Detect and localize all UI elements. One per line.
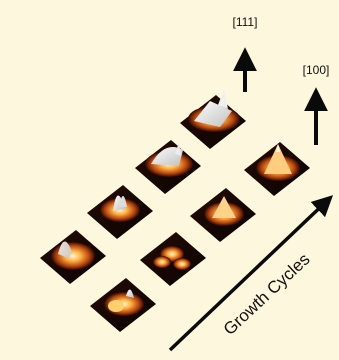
- growth-cycles-arrow-icon: [168, 195, 334, 352]
- dir-100-group: [100]: [303, 63, 330, 145]
- tile-111-3: [135, 140, 201, 194]
- dir-111-label: [111]: [233, 15, 258, 29]
- growth-cycles-group: Growth Cycles: [168, 195, 334, 352]
- tile-111-4: [180, 89, 246, 149]
- dir-111-group: [111]: [233, 15, 258, 92]
- tile-100-2: [140, 232, 206, 286]
- row-100: [90, 142, 310, 332]
- tile-111-1: [40, 230, 106, 284]
- tile-100-1: [90, 278, 156, 332]
- tile-111-2: [87, 185, 153, 239]
- tile-100-4: [244, 142, 310, 196]
- growth-cycles-label: Growth Cycles: [220, 250, 314, 339]
- row-111: [40, 89, 246, 284]
- dir-100-label: [100]: [303, 63, 330, 77]
- tile-100-3: [190, 188, 256, 242]
